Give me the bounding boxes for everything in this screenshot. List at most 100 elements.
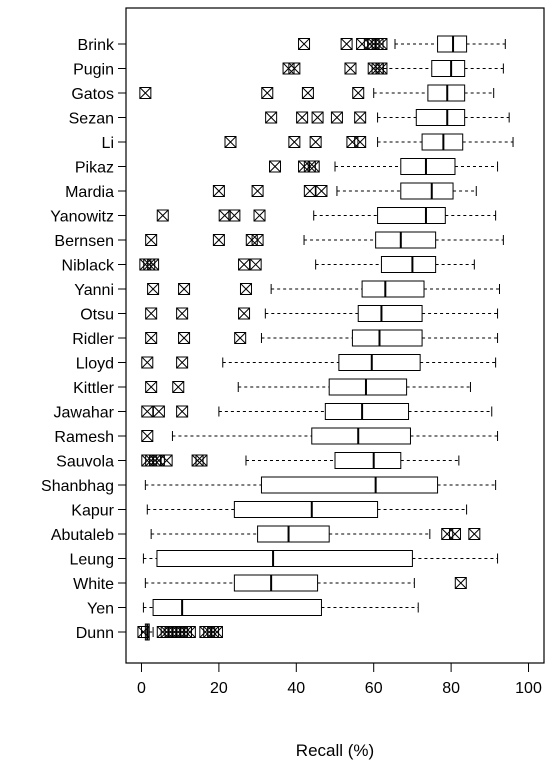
outlier-cross	[218, 209, 231, 222]
outlier-cross	[160, 454, 173, 467]
outlier-marker	[145, 307, 158, 320]
outlier-square	[288, 136, 301, 148]
outlier-square	[178, 283, 191, 295]
iqr-box	[156, 550, 413, 567]
category-label: Yanowitz	[50, 209, 114, 226]
category-labels: Brink Pugin Gatos Sezan Li Pikaz Mardia Yanowit…	[41, 37, 126, 642]
outlier-square	[139, 87, 152, 99]
outlier-square	[152, 454, 165, 467]
outlier-cross	[141, 405, 154, 418]
outlier-square	[309, 136, 322, 148]
outlier-marker	[141, 356, 154, 369]
outlier-marker	[195, 454, 208, 467]
outlier-cross	[213, 185, 225, 197]
category-label: Brink	[78, 37, 115, 54]
outlier-cross	[331, 111, 343, 124]
outlier-marker	[375, 62, 388, 75]
box-brink	[298, 35, 506, 53]
iqr-box	[260, 476, 439, 494]
outlier-cross	[253, 209, 266, 222]
box-sezan	[265, 109, 510, 126]
outlier-square	[218, 209, 231, 222]
outlier-cross	[288, 62, 301, 75]
category-label: Bernsen	[54, 233, 114, 250]
x-tick-label: 20	[210, 680, 228, 697]
outlier-marker	[269, 160, 282, 173]
outlier-marker	[172, 381, 185, 393]
outlier-cross	[145, 332, 158, 344]
outlier-marker	[315, 185, 328, 197]
outlier-cross	[309, 136, 322, 148]
boxes-layer	[137, 35, 514, 641]
box-lloyd	[141, 354, 497, 371]
outlier-cross	[288, 136, 301, 148]
outlier-square	[251, 234, 264, 246]
outlier-square	[344, 62, 357, 75]
iqr-box	[351, 329, 423, 347]
outlier-marker	[145, 381, 158, 393]
x-tick-label: 0	[137, 680, 146, 697]
x-tick-label: 40	[287, 680, 305, 697]
outlier-cross	[145, 234, 158, 246]
outlier-square	[375, 62, 388, 75]
outlier-square	[352, 87, 365, 99]
outlier-square	[137, 626, 150, 638]
outlier-marker	[238, 258, 251, 271]
x-tick-label: 60	[365, 680, 383, 697]
outlier-square	[224, 136, 237, 148]
outlier-cross	[371, 62, 384, 75]
box-yanni	[147, 280, 500, 298]
outlier-square	[234, 332, 247, 344]
outlier-cross	[249, 258, 262, 271]
category-label: Jawahar	[54, 405, 115, 422]
outlier-square	[340, 38, 353, 50]
outlier-square	[301, 87, 314, 99]
outlier-square	[156, 209, 169, 222]
category-label: Otsu	[80, 307, 114, 324]
outlier-square	[160, 454, 173, 467]
outlier-square	[441, 528, 454, 540]
outlier-marker	[183, 626, 196, 638]
outlier-square	[145, 307, 158, 320]
outlier-square	[261, 87, 274, 99]
iqr-box	[328, 378, 408, 396]
outlier-square	[265, 111, 278, 124]
outlier-square	[354, 111, 367, 124]
outlier-cross	[354, 136, 367, 148]
outlier-square	[253, 209, 266, 222]
outlier-marker	[251, 185, 264, 197]
outlier-cross	[375, 62, 388, 75]
outlier-cross	[352, 87, 365, 99]
box-jawahar	[141, 403, 493, 420]
outlier-square	[330, 111, 343, 124]
box-bernsen	[145, 231, 504, 249]
outlier-marker	[137, 626, 150, 638]
outlier-cross	[303, 185, 316, 197]
outlier-square	[210, 626, 223, 638]
category-label: Shanbhag	[41, 478, 114, 495]
outlier-square	[228, 209, 241, 222]
iqr-box	[431, 60, 466, 77]
outlier-marker	[340, 38, 353, 50]
outlier-cross	[303, 160, 316, 173]
box-pugin	[282, 60, 504, 77]
outlier-square	[212, 185, 225, 197]
outlier-square	[183, 626, 196, 638]
x-tick-label: 80	[442, 680, 460, 697]
box-shanbhag	[144, 476, 497, 494]
outlier-square	[346, 136, 359, 148]
outlier-square	[141, 430, 154, 442]
outlier-cross	[375, 38, 388, 50]
outlier-marker	[147, 258, 160, 271]
category-label: Abutaleb	[51, 527, 114, 544]
category-label: Sezan	[69, 111, 114, 128]
outlier-square	[172, 381, 185, 393]
iqr-box	[377, 207, 446, 224]
iqr-box	[375, 231, 437, 249]
category-label: Lloyd	[76, 356, 114, 373]
outlier-marker	[212, 234, 225, 246]
outlier-cross	[137, 626, 150, 638]
outlier-cross	[184, 626, 196, 638]
category-label: Li	[102, 135, 114, 152]
